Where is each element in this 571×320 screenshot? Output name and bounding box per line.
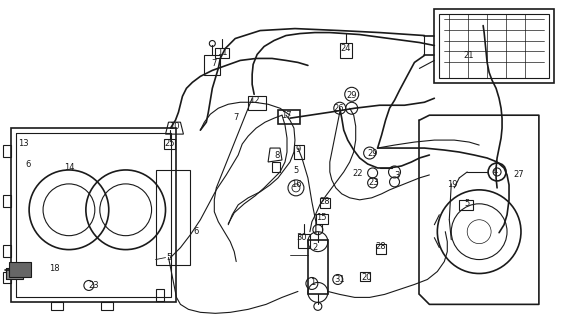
Bar (3, 271, 11, 284)
Polygon shape (9, 261, 31, 277)
Text: 6: 6 (26, 160, 31, 170)
Text: 21: 21 (463, 51, 473, 60)
Text: 24: 24 (340, 44, 351, 53)
Bar (340, 43, 352, 59)
Text: 22: 22 (352, 169, 363, 179)
Text: 29: 29 (347, 91, 357, 100)
Text: 19: 19 (447, 180, 457, 189)
Text: 16: 16 (291, 180, 301, 189)
Text: 17: 17 (281, 111, 291, 120)
Text: 5: 5 (166, 253, 171, 262)
Text: 18: 18 (49, 264, 59, 273)
Text: 29: 29 (367, 148, 378, 157)
Text: 31: 31 (335, 275, 345, 284)
Bar (101, 302, 112, 310)
Bar (16, 133, 171, 297)
Bar (376, 244, 385, 253)
Text: 30: 30 (296, 233, 307, 242)
Text: 7: 7 (212, 59, 217, 68)
Text: 13: 13 (18, 139, 29, 148)
Text: 28: 28 (320, 197, 330, 206)
Bar (459, 200, 473, 210)
Bar (360, 271, 369, 282)
Bar (248, 96, 266, 110)
Bar (204, 55, 220, 76)
Bar (320, 198, 330, 208)
Bar (435, 9, 554, 83)
Text: 1: 1 (310, 278, 316, 287)
Bar (11, 128, 176, 302)
Text: 8: 8 (274, 150, 280, 160)
Text: 25: 25 (164, 139, 175, 148)
Polygon shape (6, 268, 23, 279)
Bar (3, 145, 11, 157)
Bar (163, 139, 175, 149)
Bar (155, 289, 163, 301)
Text: 23: 23 (89, 281, 99, 290)
Text: 15: 15 (316, 213, 327, 222)
Text: 14: 14 (64, 164, 74, 172)
Text: 5: 5 (293, 166, 299, 175)
Bar (308, 240, 328, 294)
Text: 26: 26 (333, 104, 344, 113)
Text: 20: 20 (361, 273, 372, 282)
Bar (3, 195, 11, 207)
Text: 10: 10 (169, 122, 180, 131)
Text: 5: 5 (465, 199, 470, 208)
Text: 27: 27 (514, 171, 524, 180)
Text: 23: 23 (368, 179, 379, 188)
Bar (3, 244, 11, 257)
Text: 4: 4 (492, 167, 498, 176)
Bar (294, 145, 304, 159)
Text: 2: 2 (312, 243, 317, 252)
Bar (155, 170, 190, 265)
Text: 11: 11 (217, 48, 227, 57)
Bar (278, 110, 300, 124)
Text: 3: 3 (394, 172, 399, 180)
Bar (51, 302, 63, 310)
Text: 9: 9 (295, 145, 300, 154)
Text: 12: 12 (249, 96, 259, 105)
Bar (298, 234, 310, 248)
Bar (316, 214, 328, 224)
Text: 7: 7 (234, 113, 239, 122)
Text: 6: 6 (194, 227, 199, 236)
Bar (439, 14, 549, 78)
Text: 28: 28 (375, 242, 386, 251)
Bar (215, 49, 229, 59)
